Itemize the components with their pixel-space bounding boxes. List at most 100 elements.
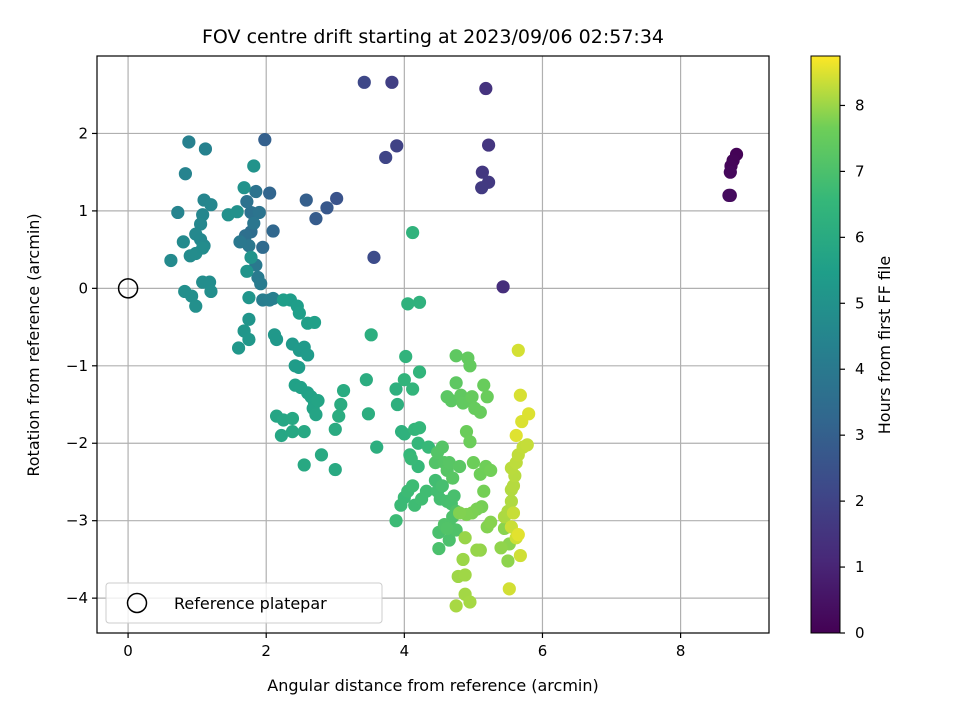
data-points bbox=[117, 75, 744, 613]
data-point bbox=[330, 191, 344, 206]
data-point bbox=[204, 284, 218, 299]
data-point bbox=[198, 142, 213, 156]
colorbar-label: Hours from first FF file bbox=[875, 256, 894, 435]
colorbar-ticks: 0 1 2 3 4 5 6 7 8 bbox=[840, 96, 865, 642]
x-tick-label: 0 bbox=[123, 642, 133, 660]
data-point bbox=[504, 494, 518, 508]
data-point bbox=[412, 421, 427, 435]
data-point bbox=[176, 235, 190, 249]
colorbar-tick-label: 7 bbox=[855, 162, 865, 180]
colorbar-tick-label: 0 bbox=[855, 624, 865, 642]
data-point bbox=[297, 458, 311, 472]
data-point bbox=[336, 383, 351, 398]
data-point bbox=[463, 435, 477, 449]
data-point bbox=[484, 515, 498, 529]
y-axis-label: Rotation from reference (arcmin) bbox=[24, 213, 43, 476]
data-point bbox=[513, 388, 527, 402]
data-point bbox=[314, 448, 329, 462]
data-point bbox=[449, 349, 463, 363]
data-point bbox=[320, 201, 334, 215]
data-point bbox=[311, 394, 325, 408]
data-point bbox=[359, 373, 373, 387]
data-point bbox=[292, 360, 306, 374]
data-point bbox=[274, 428, 289, 443]
data-point bbox=[301, 348, 315, 362]
x-tick-label: 4 bbox=[400, 642, 410, 660]
data-point bbox=[452, 459, 467, 474]
data-point bbox=[292, 306, 306, 320]
data-point bbox=[444, 394, 458, 408]
colorbar-gradient bbox=[810, 55, 841, 634]
data-point bbox=[458, 568, 472, 582]
data-point bbox=[171, 205, 185, 220]
data-point bbox=[452, 506, 467, 520]
x-tick-label: 6 bbox=[538, 642, 548, 660]
data-point bbox=[501, 554, 515, 568]
colorbar-tick-label: 3 bbox=[855, 426, 865, 444]
data-point bbox=[522, 407, 536, 421]
data-point bbox=[247, 159, 261, 173]
data-point bbox=[459, 425, 474, 439]
data-point bbox=[285, 425, 300, 439]
data-point bbox=[446, 471, 460, 485]
data-point bbox=[332, 409, 346, 423]
data-point bbox=[463, 595, 477, 609]
x-tick-label: 8 bbox=[676, 642, 686, 660]
data-point bbox=[258, 133, 272, 147]
data-point bbox=[328, 422, 342, 436]
data-point bbox=[285, 411, 300, 426]
legend-box bbox=[105, 582, 383, 624]
data-point bbox=[465, 390, 479, 404]
data-point bbox=[178, 167, 193, 181]
data-point bbox=[370, 440, 384, 454]
data-point bbox=[449, 599, 463, 613]
y-tick-label: −4 bbox=[66, 589, 88, 607]
data-point bbox=[230, 205, 244, 219]
data-point bbox=[390, 139, 404, 153]
data-point bbox=[722, 188, 736, 203]
data-point bbox=[390, 397, 405, 412]
data-point bbox=[328, 462, 342, 477]
data-point bbox=[496, 280, 510, 294]
data-point bbox=[484, 463, 498, 477]
colorbar-tick-label: 4 bbox=[855, 360, 865, 378]
data-point bbox=[442, 456, 456, 470]
data-point bbox=[440, 521, 454, 536]
legend: Reference platepar bbox=[105, 582, 383, 624]
data-point bbox=[334, 397, 348, 412]
data-point bbox=[389, 382, 403, 396]
data-point bbox=[182, 135, 196, 149]
data-point bbox=[309, 407, 323, 422]
legend-marker-reference bbox=[126, 592, 148, 614]
data-point bbox=[266, 224, 280, 238]
data-point bbox=[193, 217, 208, 231]
data-point bbox=[237, 181, 251, 195]
data-point bbox=[231, 341, 246, 355]
data-point bbox=[406, 382, 420, 396]
y-axis: −4 −3 −2 −1 0 1 2 bbox=[66, 124, 97, 607]
data-point bbox=[307, 315, 322, 330]
data-point bbox=[458, 531, 472, 545]
data-point bbox=[447, 489, 461, 503]
legend-label-reference: Reference platepar bbox=[174, 594, 327, 613]
data-point bbox=[240, 195, 254, 209]
data-point bbox=[412, 365, 427, 379]
data-point bbox=[419, 484, 434, 498]
data-point bbox=[412, 295, 427, 309]
y-tick-label: −2 bbox=[66, 434, 88, 452]
data-point bbox=[506, 506, 521, 520]
data-point bbox=[475, 181, 489, 195]
y-tick-label: 0 bbox=[78, 279, 88, 297]
data-point bbox=[502, 582, 516, 596]
data-point bbox=[242, 312, 256, 326]
data-point bbox=[479, 81, 493, 96]
data-point bbox=[456, 552, 470, 567]
y-tick-label: 1 bbox=[78, 202, 88, 220]
data-point bbox=[204, 198, 218, 212]
data-point bbox=[477, 378, 491, 392]
data-point bbox=[254, 277, 268, 291]
data-point bbox=[385, 75, 399, 89]
data-point bbox=[506, 479, 521, 493]
data-point bbox=[364, 328, 378, 342]
data-point bbox=[477, 484, 491, 498]
